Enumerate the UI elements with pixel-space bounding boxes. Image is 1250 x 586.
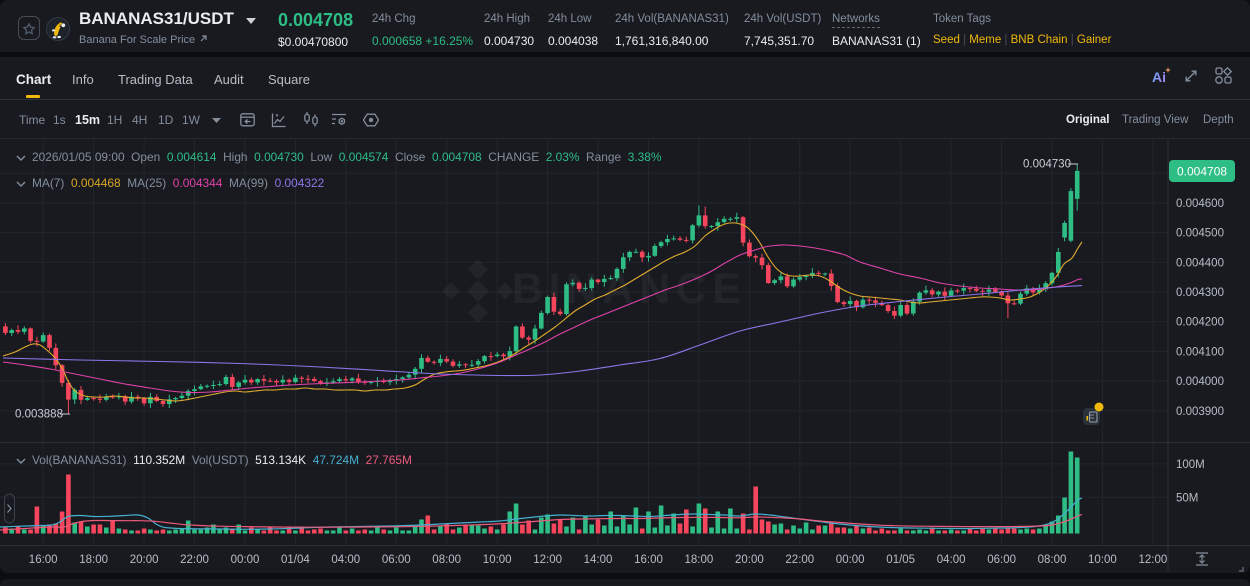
svg-text:14:00: 14:00: [584, 554, 613, 566]
svg-text:10:00: 10:00: [1088, 554, 1117, 566]
svg-text:100M: 100M: [1176, 459, 1205, 471]
svg-text:22:00: 22:00: [785, 554, 814, 566]
svg-text:0.004730: 0.004730: [1023, 159, 1071, 171]
svg-text:0.004100: 0.004100: [1176, 346, 1224, 358]
svg-text:01/05: 01/05: [886, 554, 915, 566]
svg-text:08:00: 08:00: [1038, 554, 1067, 566]
svg-text:0.003900: 0.003900: [1176, 406, 1224, 418]
svg-text:0.004000: 0.004000: [1176, 376, 1224, 388]
svg-text:18:00: 18:00: [685, 554, 714, 566]
svg-text:04:00: 04:00: [331, 554, 360, 566]
svg-text:0.004200: 0.004200: [1176, 317, 1224, 329]
svg-text:16:00: 16:00: [29, 554, 58, 566]
svg-text:06:00: 06:00: [987, 554, 1016, 566]
svg-text:20:00: 20:00: [735, 554, 764, 566]
svg-text:01/04: 01/04: [281, 554, 310, 566]
svg-text:22:00: 22:00: [180, 554, 209, 566]
svg-text:12:00: 12:00: [533, 554, 562, 566]
svg-text:0.004708: 0.004708: [1177, 165, 1227, 179]
svg-text:18:00: 18:00: [79, 554, 108, 566]
svg-text:0.004500: 0.004500: [1176, 228, 1224, 240]
svg-text:08:00: 08:00: [432, 554, 461, 566]
svg-text:50M: 50M: [1176, 493, 1198, 505]
svg-text:12:00: 12:00: [1139, 554, 1168, 566]
svg-text:0.003888: 0.003888: [15, 409, 63, 421]
svg-text:00:00: 00:00: [836, 554, 865, 566]
svg-text:10:00: 10:00: [483, 554, 512, 566]
svg-text:06:00: 06:00: [382, 554, 411, 566]
svg-text:0.004300: 0.004300: [1176, 287, 1224, 299]
svg-text:00:00: 00:00: [231, 554, 260, 566]
svg-text:04:00: 04:00: [937, 554, 966, 566]
svg-text:0.004400: 0.004400: [1176, 257, 1224, 269]
svg-text:16:00: 16:00: [634, 554, 663, 566]
svg-text:20:00: 20:00: [130, 554, 159, 566]
svg-text:0.004600: 0.004600: [1176, 198, 1224, 210]
